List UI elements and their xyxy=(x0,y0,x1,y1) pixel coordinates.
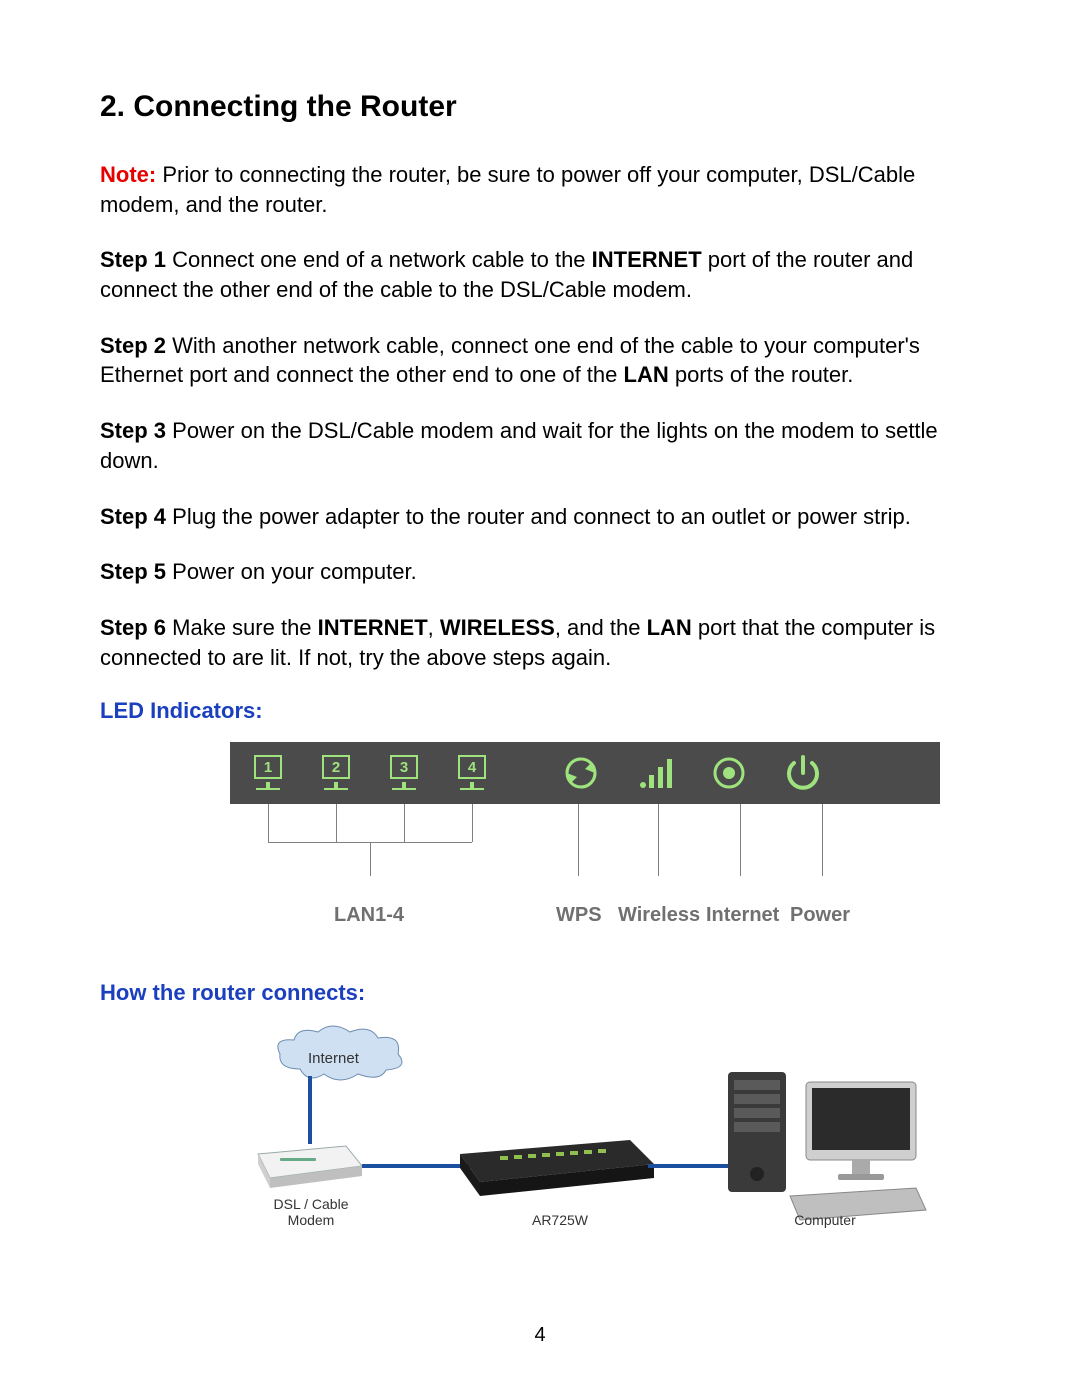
step-4-label: Step 4 xyxy=(100,504,166,529)
internet-icon xyxy=(706,750,752,796)
step-2-label: Step 2 xyxy=(100,333,166,358)
step-6-label: Step 6 xyxy=(100,615,166,640)
modem-icon xyxy=(250,1134,370,1184)
note-label: Note: xyxy=(100,162,156,187)
step-3-label: Step 3 xyxy=(100,418,166,443)
step-2: Step 2 With another network cable, conne… xyxy=(100,331,980,390)
computer-label: Computer xyxy=(775,1212,875,1228)
led-subheading: LED Indicators: xyxy=(100,698,980,724)
section-title: 2. Connecting the Router xyxy=(100,90,980,124)
connection-diagram: Internet DSL / Cable Modem xyxy=(250,1024,940,1254)
step-5: Step 5 Power on your computer. xyxy=(100,557,980,587)
note-text: Prior to connecting the router, be sure … xyxy=(100,162,915,217)
step-1: Step 1 Connect one end of a network cabl… xyxy=(100,245,980,304)
lan1-icon: 1 xyxy=(248,753,288,793)
internet-label: Internet xyxy=(308,1050,359,1067)
wireless-icon xyxy=(632,750,678,796)
led-strip: 1 2 3 4 xyxy=(230,742,940,804)
led-label-power: Power xyxy=(790,904,850,927)
power-icon xyxy=(780,750,826,796)
step-6: Step 6 Make sure the INTERNET, WIRELESS,… xyxy=(100,613,980,672)
led-indicator-figure: 1 2 3 4 xyxy=(230,742,940,904)
wps-icon xyxy=(558,750,604,796)
step-1-label: Step 1 xyxy=(100,247,166,272)
router-icon xyxy=(450,1124,660,1194)
page-number: 4 xyxy=(0,1324,1080,1347)
computer-icon xyxy=(720,1064,930,1214)
led-label-internet: Internet xyxy=(706,904,779,927)
lan2-icon: 2 xyxy=(316,753,356,793)
step-5-label: Step 5 xyxy=(100,559,166,584)
manual-page: 2. Connecting the Router Note: Prior to … xyxy=(0,0,1080,1397)
led-label-wps: WPS xyxy=(556,904,602,927)
led-label-wireless: Wireless xyxy=(618,904,700,927)
connection-subheading: How the router connects: xyxy=(100,980,980,1006)
lan4-icon: 4 xyxy=(452,753,492,793)
router-label: AR725W xyxy=(520,1212,600,1228)
step-4: Step 4 Plug the power adapter to the rou… xyxy=(100,502,980,532)
modem-label: DSL / Cable Modem xyxy=(256,1196,366,1228)
lan3-icon: 3 xyxy=(384,753,424,793)
led-label-lan: LAN1-4 xyxy=(334,904,404,927)
step-3: Step 3 Power on the DSL/Cable modem and … xyxy=(100,416,980,475)
note-paragraph: Note: Prior to connecting the router, be… xyxy=(100,160,980,219)
led-callout-lines xyxy=(230,804,940,904)
